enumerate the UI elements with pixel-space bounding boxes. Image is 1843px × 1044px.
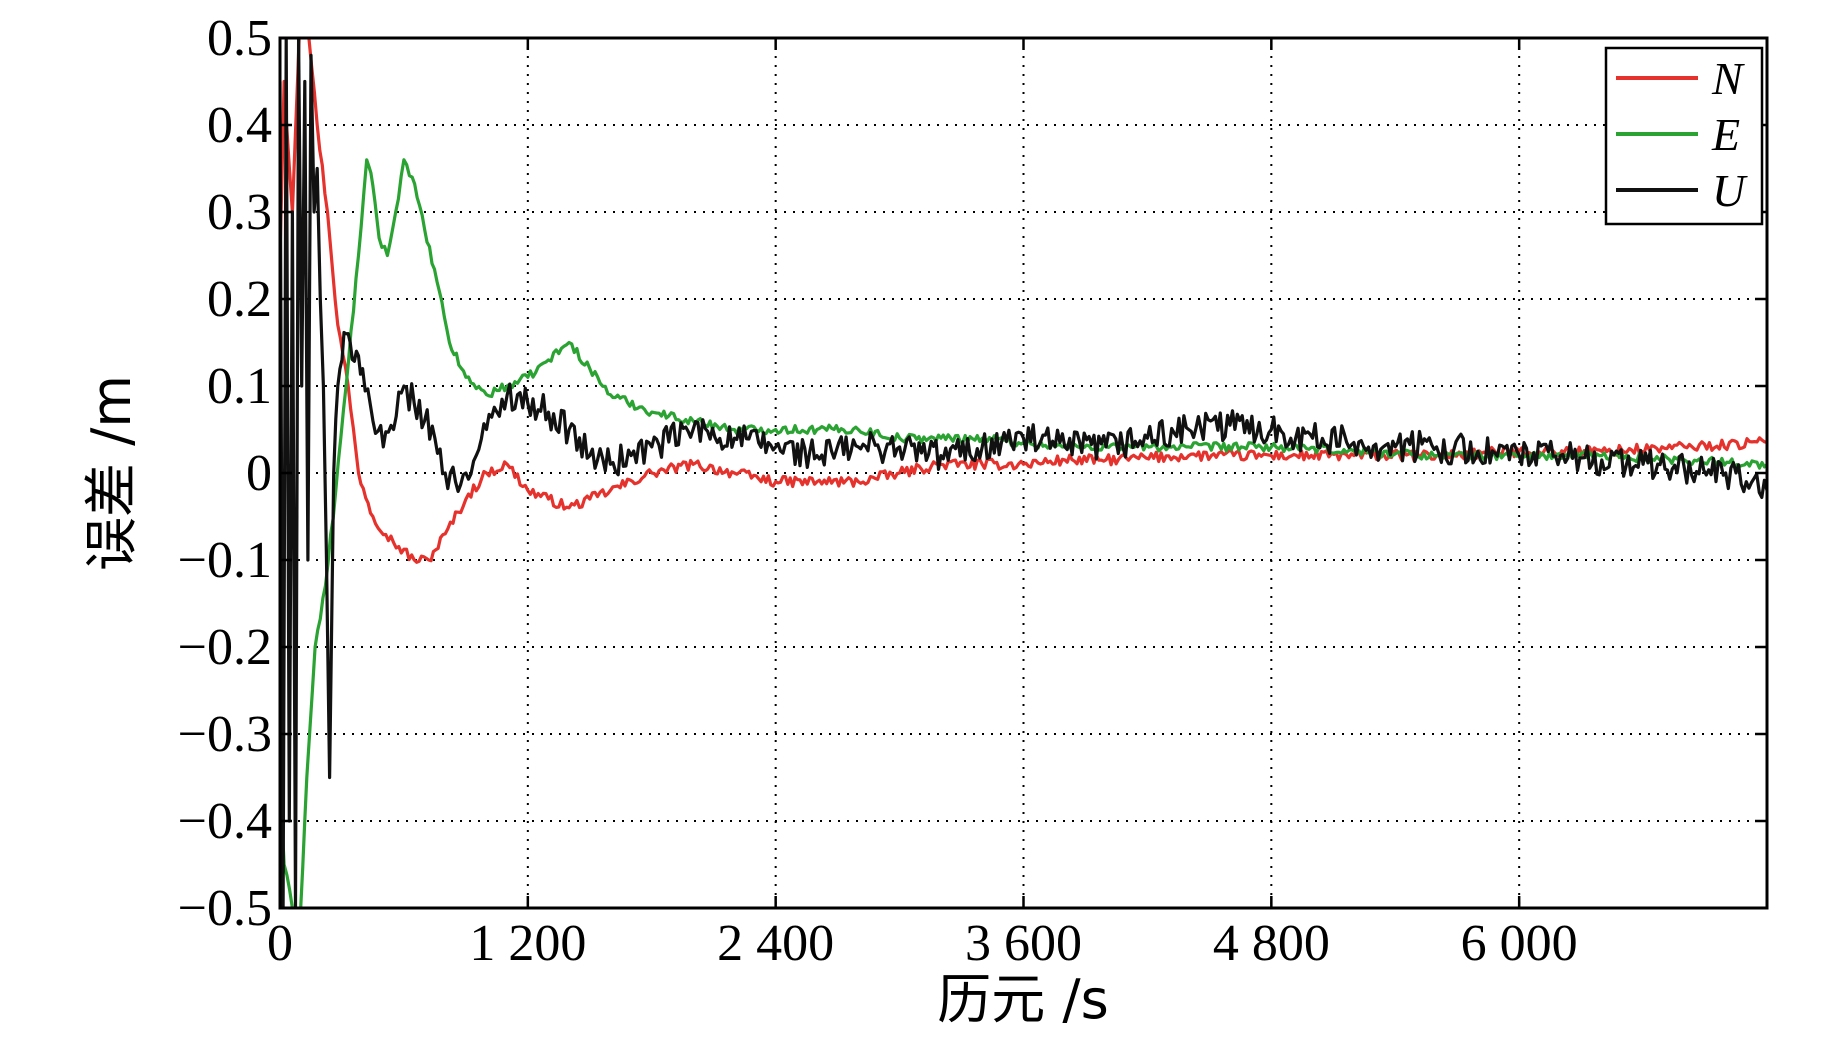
- legend-label-N: N: [1711, 53, 1745, 104]
- x-tick-label: 0: [267, 915, 293, 972]
- series-line-U: [280, 38, 1767, 908]
- legend-label-U: U: [1712, 165, 1748, 216]
- y-axis-title: 误差 /m: [80, 375, 143, 571]
- x-tick-label: 6 000: [1461, 915, 1578, 972]
- y-tick-label: 0.1: [207, 358, 272, 415]
- x-tick-label: 4 800: [1213, 915, 1330, 972]
- y-tick-label: 0.2: [207, 271, 272, 328]
- y-tick-label: 0: [246, 445, 272, 502]
- y-tick-label: −0.5: [178, 880, 272, 937]
- legend-label-E: E: [1711, 109, 1740, 160]
- x-axis-title: 历元 /s: [937, 968, 1109, 1031]
- x-tick-label: 2 400: [717, 915, 834, 972]
- series-line-E: [280, 158, 1767, 908]
- y-tick-label: −0.2: [178, 619, 272, 676]
- grid-lines: [280, 38, 1767, 908]
- legend: NEU: [1604, 46, 1764, 226]
- x-tick-label: 3 600: [965, 915, 1082, 972]
- y-tick-label: −0.1: [178, 532, 272, 589]
- x-tick-label: 1 200: [469, 915, 586, 972]
- y-tick-labels: 0.5 0.4 0.3 0.2 0.1 0 −0.1 −0.2 −0.3 −0.4 −0.5: [178, 10, 272, 937]
- y-tick-label: 0.4: [207, 97, 272, 154]
- y-tick-label: 0.3: [207, 184, 272, 241]
- series-lines: [280, 38, 1767, 908]
- y-tick-label: −0.3: [178, 706, 272, 763]
- y-tick-label: −0.4: [178, 793, 272, 850]
- x-tick-labels: 0 1 200 2 400 3 600 4 800 6 000: [267, 915, 1578, 972]
- y-tick-label: 0.5: [207, 10, 272, 67]
